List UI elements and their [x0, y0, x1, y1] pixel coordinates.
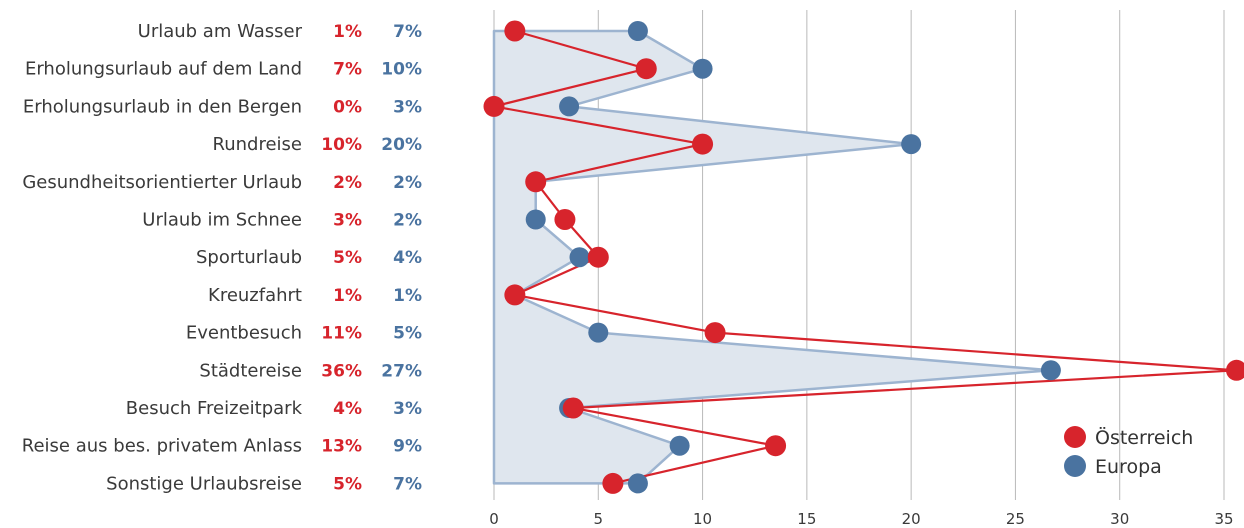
- x-tick-label-35: 35: [1214, 510, 1233, 528]
- point-oesterreich-sporturlaub: [587, 246, 609, 268]
- point-layer: [483, 20, 1244, 494]
- category-label-sporturlaub: Sporturlaub: [196, 247, 302, 268]
- category-label-kreuzfahrt: Kreuzfahrt: [208, 285, 302, 306]
- value-label-oesterreich-reise-aus-bes-privatem-anlass: 13%: [321, 437, 362, 457]
- value-label-oesterreich-erholungsurlaub-in-den-bergen: 0%: [333, 97, 362, 117]
- legend-marker-oesterreich: [1064, 426, 1086, 448]
- category-label-urlaub-am-wasser: Urlaub am Wasser: [138, 21, 303, 42]
- value-label-oesterreich-gesundheitsorientierter-urlaub: 2%: [333, 173, 362, 193]
- x-tick-label-10: 10: [693, 510, 712, 528]
- value-label-europa-kreuzfahrt: 1%: [393, 286, 422, 306]
- category-label-erholungsurlaub-in-den-bergen: Erholungsurlaub in den Bergen: [23, 96, 302, 117]
- value-label-oesterreich-eventbesuch: 11%: [321, 324, 362, 344]
- point-europa-rundreise: [901, 134, 922, 155]
- category-label-erholungsurlaub-auf-dem-land: Erholungsurlaub auf dem Land: [25, 59, 302, 80]
- point-oesterreich-eventbesuch: [704, 322, 726, 344]
- point-oesterreich-erholungsurlaub-in-den-bergen: [483, 95, 505, 117]
- category-label-eventbesuch: Eventbesuch: [186, 323, 302, 344]
- x-tick-label-30: 30: [1110, 510, 1129, 528]
- value-label-europa-reise-aus-bes-privatem-anlass: 9%: [393, 437, 422, 457]
- x-tick-label-20: 20: [902, 510, 921, 528]
- value-label-europa-sporturlaub: 4%: [393, 248, 422, 268]
- point-europa-erholungsurlaub-in-den-bergen: [559, 96, 580, 117]
- point-europa-sporturlaub: [569, 247, 590, 268]
- legend: Österreich Europa: [1064, 426, 1193, 478]
- category-label-urlaub-im-schnee: Urlaub im Schnee: [142, 210, 302, 231]
- value-label-oesterreich-sonstige-urlaubsreise: 5%: [333, 474, 362, 494]
- value-label-oesterreich-erholungsurlaub-auf-dem-land: 7%: [333, 60, 362, 80]
- value-label-europa-rundreise: 20%: [381, 135, 422, 155]
- point-europa-sonstige-urlaubsreise: [627, 473, 648, 494]
- category-label-staedtereise: Städtereise: [199, 360, 302, 381]
- value-label-europa-sonstige-urlaubsreise: 7%: [393, 474, 422, 494]
- value-label-europa-urlaub-im-schnee: 2%: [393, 211, 422, 231]
- value-label-oesterreich-sporturlaub: 5%: [333, 248, 362, 268]
- point-europa-urlaub-am-wasser: [627, 21, 648, 41]
- point-oesterreich-sonstige-urlaubsreise: [602, 472, 624, 494]
- category-label-rundreise: Rundreise: [213, 134, 302, 155]
- value-label-oesterreich-kreuzfahrt: 1%: [333, 286, 362, 306]
- value-label-oesterreich-urlaub-im-schnee: 3%: [333, 211, 362, 231]
- series-area-europa: [492, 29, 1053, 485]
- label-layer: 0 5 10 15 20 25 30 35 Urlaub am Wasser 1% 7% Erholu…: [22, 21, 1234, 528]
- value-label-oesterreich-staedtereise: 36%: [321, 361, 362, 381]
- legend-label-oesterreich: Österreich: [1095, 426, 1193, 449]
- point-oesterreich-reise-aus-bes-privatem-anlass: [765, 435, 787, 457]
- point-oesterreich-urlaub-am-wasser: [504, 20, 526, 42]
- category-label-gesundheitsorientierter-urlaub: Gesundheitsorientierter Urlaub: [22, 172, 302, 193]
- point-europa-eventbesuch: [588, 322, 609, 343]
- value-label-europa-gesundheitsorientierter-urlaub: 2%: [393, 173, 422, 193]
- category-label-besuch-freizeitpark: Besuch Freizeitpark: [126, 398, 303, 419]
- value-label-europa-erholungsurlaub-auf-dem-land: 10%: [381, 60, 422, 80]
- x-tick-label-25: 25: [1006, 510, 1025, 528]
- point-oesterreich-kreuzfahrt: [504, 284, 526, 306]
- category-label-reise-aus-bes-privatem-anlass: Reise aus bes. privatem Anlass: [22, 436, 302, 457]
- x-tick-label-5: 5: [594, 510, 604, 528]
- value-label-europa-staedtereise: 27%: [381, 361, 422, 381]
- point-europa-staedtereise: [1040, 360, 1061, 381]
- value-label-oesterreich-urlaub-am-wasser: 1%: [333, 22, 362, 42]
- x-tick-label-15: 15: [797, 510, 816, 528]
- value-label-europa-eventbesuch: 5%: [393, 324, 422, 344]
- point-europa-erholungsurlaub-auf-dem-land: [692, 58, 713, 79]
- point-oesterreich-gesundheitsorientierter-urlaub: [525, 171, 547, 193]
- point-europa-reise-aus-bes-privatem-anlass: [669, 435, 690, 456]
- value-label-oesterreich-rundreise: 10%: [321, 135, 362, 155]
- point-oesterreich-besuch-freizeitpark: [562, 397, 584, 419]
- value-label-europa-besuch-freizeitpark: 3%: [393, 399, 422, 419]
- value-label-europa-urlaub-am-wasser: 7%: [393, 22, 422, 42]
- value-label-oesterreich-besuch-freizeitpark: 4%: [333, 399, 362, 419]
- point-oesterreich-urlaub-im-schnee: [554, 209, 576, 230]
- value-label-europa-erholungsurlaub-in-den-bergen: 3%: [393, 97, 422, 117]
- legend-marker-europa: [1064, 455, 1086, 477]
- category-label-sonstige-urlaubsreise: Sonstige Urlaubsreise: [106, 473, 302, 494]
- point-oesterreich-erholungsurlaub-auf-dem-land: [635, 58, 657, 80]
- point-oesterreich-staedtereise: [1226, 359, 1244, 381]
- x-tick-label-0: 0: [489, 510, 499, 528]
- area-layer: [492, 29, 1053, 485]
- point-oesterreich-rundreise: [692, 133, 714, 155]
- legend-label-europa: Europa: [1095, 456, 1162, 478]
- point-europa-urlaub-im-schnee: [525, 209, 546, 230]
